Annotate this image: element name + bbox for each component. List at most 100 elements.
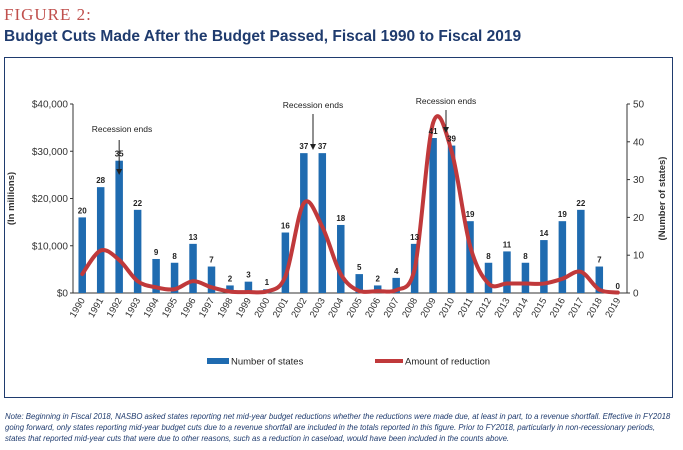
figure-title: Budget Cuts Made After the Budget Passed… bbox=[4, 28, 522, 45]
annotation-arrowhead bbox=[310, 144, 316, 150]
x-tick-label: 1993 bbox=[123, 296, 143, 320]
bar-value-label: 7 bbox=[597, 256, 602, 265]
bar-2009 bbox=[429, 138, 437, 293]
bar-value-label: 11 bbox=[503, 240, 512, 249]
bar-2016 bbox=[558, 221, 567, 293]
amount-of-reduction-line bbox=[80, 114, 620, 295]
bar-1997 bbox=[207, 266, 216, 293]
x-tick-label: 2009 bbox=[419, 296, 439, 320]
bar-value-label: 41 bbox=[429, 127, 438, 136]
x-tick-label: 2001 bbox=[271, 296, 291, 320]
bar-2012 bbox=[484, 262, 493, 293]
annotation-arrowhead bbox=[116, 169, 123, 175]
bar-2005 bbox=[355, 274, 363, 293]
y-tick-label-left: $10,000 bbox=[32, 241, 69, 252]
bar-2001 bbox=[281, 232, 290, 293]
bar-1994 bbox=[152, 258, 160, 293]
x-tick-label: 2018 bbox=[585, 296, 605, 320]
bar-value-label: 0 bbox=[616, 282, 621, 291]
bar-2010 bbox=[447, 145, 456, 293]
legend-swatch-bars bbox=[207, 358, 229, 364]
y-tick-label-left: $40,000 bbox=[32, 100, 69, 111]
x-tick-label: 2015 bbox=[529, 296, 549, 320]
x-tick-label: 2003 bbox=[308, 296, 328, 320]
x-tick-label: 1990 bbox=[68, 296, 88, 320]
x-tick-label: 1998 bbox=[215, 296, 235, 320]
bar-value-label: 9 bbox=[154, 248, 159, 257]
y-axis-title-left: (In millions) bbox=[6, 172, 17, 225]
bar-value-label: 2 bbox=[375, 274, 380, 283]
bar-1992 bbox=[115, 160, 123, 293]
bar-value-label: 19 bbox=[466, 210, 475, 219]
annotation-recession-ends: Recession ends bbox=[92, 124, 152, 134]
y-tick-label-right: 0 bbox=[633, 289, 639, 300]
bar-1990 bbox=[78, 217, 86, 293]
x-tick-label: 2013 bbox=[492, 296, 512, 320]
bar-value-label: 19 bbox=[558, 210, 567, 219]
bar-value-label: 22 bbox=[133, 199, 142, 208]
bar-1991 bbox=[96, 187, 105, 293]
x-tick-label: 2002 bbox=[289, 296, 309, 320]
annotation-recession-ends: Recession ends bbox=[416, 96, 476, 106]
bar-value-label: 14 bbox=[539, 229, 548, 238]
x-tick-label: 2005 bbox=[345, 296, 365, 320]
bar-2015 bbox=[540, 240, 548, 293]
bar-value-label: 37 bbox=[299, 142, 308, 151]
x-tick-label: 2006 bbox=[363, 296, 383, 320]
bar-2011 bbox=[466, 221, 474, 293]
x-tick-label: 1999 bbox=[234, 296, 254, 320]
y-tick-label-left: $0 bbox=[57, 289, 69, 300]
bar-value-label: 13 bbox=[189, 233, 198, 242]
x-tick-label: 2011 bbox=[456, 296, 476, 319]
x-tick-label: 1995 bbox=[160, 296, 180, 320]
annotation-arrowhead bbox=[443, 127, 449, 133]
y-tick-label-right: 10 bbox=[633, 251, 645, 262]
bar-value-label: 37 bbox=[318, 142, 327, 151]
bar-value-label: 2 bbox=[228, 274, 233, 283]
bar-1995 bbox=[170, 262, 179, 293]
bar-value-label: 8 bbox=[523, 252, 528, 261]
y-axis-title-right: (Number of states) bbox=[657, 157, 668, 241]
bar-value-label: 13 bbox=[410, 233, 419, 242]
bar-2002 bbox=[300, 153, 308, 293]
figure-label: FIGURE 2: bbox=[4, 5, 92, 24]
bar-value-label: 7 bbox=[209, 256, 214, 265]
legend-label-line: Amount of reduction bbox=[405, 357, 490, 368]
bar-value-label: 4 bbox=[394, 267, 399, 276]
y-tick-label-left: $30,000 bbox=[32, 147, 69, 158]
bar-2017 bbox=[577, 209, 585, 293]
x-tick-label: 2016 bbox=[548, 296, 568, 320]
bar-value-label: 18 bbox=[336, 214, 345, 223]
x-tick-label: 1991 bbox=[86, 296, 106, 320]
bar-value-label: 5 bbox=[357, 263, 362, 272]
x-tick-label: 1994 bbox=[142, 296, 162, 320]
bar-value-label: 8 bbox=[172, 252, 177, 261]
x-tick-label: 2012 bbox=[474, 296, 494, 320]
x-tick-label: 2008 bbox=[400, 296, 420, 320]
bar-1999 bbox=[244, 281, 253, 293]
x-tick-label: 2004 bbox=[326, 296, 346, 320]
bar-value-label: 22 bbox=[576, 199, 585, 208]
x-tick-label: 2010 bbox=[437, 296, 457, 320]
x-tick-label: 1997 bbox=[197, 296, 217, 320]
bar-2004 bbox=[337, 224, 345, 293]
annotation-recession-ends: Recession ends bbox=[283, 100, 343, 110]
bar-value-label: 1 bbox=[265, 278, 270, 287]
bar-1996 bbox=[189, 243, 197, 293]
x-tick-label: 1996 bbox=[179, 296, 199, 320]
budget-cuts-chart: $0$10,000$20,000$30,000$40,0000102030405… bbox=[6, 96, 668, 368]
figure-note: Note: Beginning in Fiscal 2018, NASBO as… bbox=[5, 412, 671, 443]
x-tick-label: 2019 bbox=[603, 296, 623, 320]
bar-2013 bbox=[503, 251, 511, 293]
bar-value-label: 28 bbox=[96, 176, 105, 185]
bar-value-label: 39 bbox=[447, 135, 456, 144]
y-tick-label-right: 50 bbox=[633, 100, 645, 111]
bar-2018 bbox=[595, 266, 604, 293]
bar-1993 bbox=[133, 209, 142, 293]
bar-value-label: 16 bbox=[281, 222, 290, 231]
x-tick-label: 2017 bbox=[566, 296, 586, 320]
bar-value-label: 20 bbox=[78, 206, 87, 215]
bar-value-label: 3 bbox=[246, 271, 251, 280]
bar-2007 bbox=[392, 277, 400, 293]
y-tick-label-left: $20,000 bbox=[32, 194, 69, 205]
